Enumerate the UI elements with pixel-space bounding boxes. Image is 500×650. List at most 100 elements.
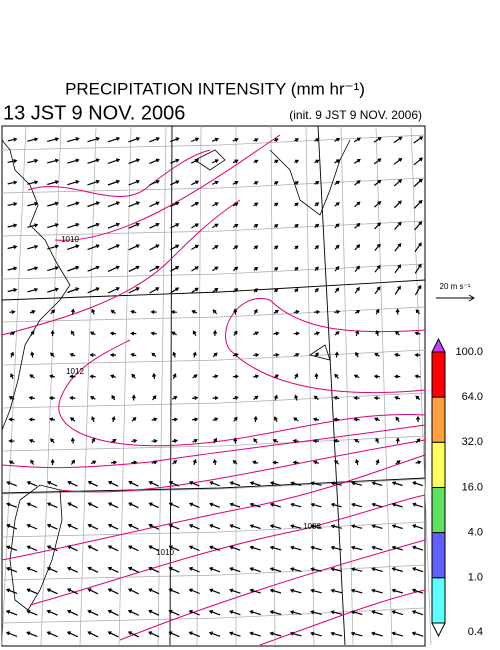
wind-arrow — [5, 631, 18, 638]
wind-arrow — [293, 309, 300, 314]
wind-arrow — [50, 438, 55, 444]
wind-arrow — [7, 245, 18, 250]
wind-arrow — [87, 523, 99, 530]
wind-arrow — [355, 458, 360, 466]
wind-arrow — [67, 137, 80, 143]
wind-arrow — [293, 353, 300, 357]
wind-arrow — [414, 242, 422, 253]
wind-arrow — [269, 588, 282, 594]
wind-arrow — [232, 159, 239, 164]
wind-arrow — [89, 352, 96, 357]
wind-arrow — [294, 181, 299, 185]
wind-arrow — [28, 395, 35, 400]
wind-arrow — [334, 138, 341, 142]
wind-arrow — [253, 288, 259, 293]
wind-arrow — [131, 394, 136, 401]
wind-arrow — [373, 158, 382, 165]
wind-arrow — [374, 264, 381, 273]
wind-arrow — [89, 331, 96, 336]
wind-arrow — [294, 288, 299, 293]
wind-arrow — [67, 523, 78, 530]
wind-arrow — [208, 567, 221, 573]
wind-arrow — [290, 502, 302, 508]
wind-arrow — [232, 245, 239, 250]
wind-arrow — [414, 263, 422, 274]
wind-arrow — [30, 459, 35, 465]
wind-arrow — [149, 244, 160, 251]
wind-arrow — [69, 395, 76, 400]
isobar — [1, 454, 426, 561]
wind-arrow — [5, 545, 18, 551]
wind-arrow — [269, 545, 282, 551]
wind-arrow — [128, 158, 141, 164]
wind-arrow — [107, 244, 120, 251]
wind-arrow — [107, 480, 119, 487]
wind-arrow — [188, 631, 201, 638]
isobar — [1, 424, 426, 469]
wind-arrow — [151, 438, 158, 443]
wind-arrow — [334, 460, 340, 465]
wind-arrow — [149, 158, 160, 164]
wind-arrow — [314, 202, 320, 207]
wind-arrow — [212, 352, 218, 358]
wind-arrow — [211, 223, 219, 229]
wind-arrow — [212, 374, 219, 379]
wind-arrow — [212, 395, 219, 400]
wind-arrow — [107, 631, 119, 638]
wind-arrow — [233, 330, 238, 336]
wind-arrow — [353, 158, 361, 164]
wind-arrow — [394, 285, 401, 295]
wind-arrow — [333, 417, 340, 422]
colorbar-label: 64.0 — [462, 391, 483, 403]
wind-arrow — [310, 610, 322, 615]
colorbar-bottom — [431, 622, 446, 638]
wind-arrow — [66, 609, 79, 616]
wind-arrow — [128, 179, 141, 186]
wind-arrow — [67, 545, 78, 552]
wind-arrow — [127, 566, 139, 573]
wind-arrows — [5, 136, 424, 638]
wind-arrow — [168, 545, 180, 552]
wind-arrow — [395, 437, 400, 444]
wind-arrow — [87, 566, 99, 573]
wind-arrow — [273, 138, 279, 142]
map-frame — [1, 125, 426, 647]
wind-arrow — [273, 245, 279, 250]
wind-arrow — [131, 438, 138, 443]
grid-line — [157, 125, 167, 646]
wind-arrow — [28, 417, 35, 422]
wind-arrow — [354, 265, 360, 272]
wind-arrow — [355, 329, 360, 337]
wind-arrow — [350, 567, 363, 572]
wind-arrow — [46, 588, 58, 595]
wind-arrow — [374, 286, 381, 295]
wind-arrow — [394, 352, 401, 357]
wind-arrow — [351, 481, 363, 486]
map-title: PRECIPITATION INTENSITY (mm hr⁻¹) — [65, 79, 365, 98]
wind-arrow — [334, 159, 341, 164]
wind-arrow — [188, 566, 200, 573]
wind-arrow — [312, 417, 320, 422]
wind-arrow — [191, 266, 199, 272]
wind-arrow — [395, 460, 401, 465]
wind-arrow — [411, 567, 424, 573]
wind-arrow — [310, 481, 322, 486]
wind-arrow — [272, 439, 279, 443]
wind-arrow — [411, 588, 424, 594]
wind-arrow — [107, 222, 121, 229]
wind-arrow — [107, 545, 119, 552]
wind-arrow — [253, 331, 259, 336]
wind-arrow — [212, 287, 219, 293]
wind-arrow — [208, 631, 221, 637]
wind-arrow — [294, 202, 299, 207]
wind-arrow — [371, 610, 383, 616]
wind-arrow — [48, 395, 56, 401]
wind-arrow — [111, 415, 116, 423]
wind-arrow — [411, 524, 424, 530]
wind-arrow — [148, 502, 159, 509]
wind-arrow — [290, 545, 302, 551]
isobar — [27, 149, 211, 197]
wind-arrow — [233, 416, 238, 422]
wind-arrow — [273, 288, 279, 293]
